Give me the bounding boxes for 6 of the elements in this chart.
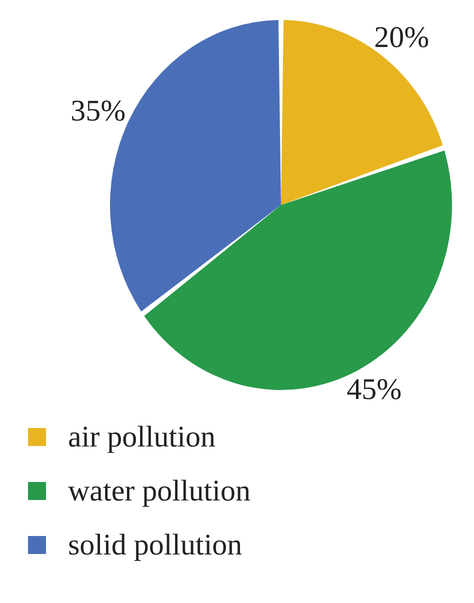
- legend-label: water pollution: [68, 474, 250, 508]
- legend-label: air pollution: [68, 420, 216, 454]
- data-label: 35%: [70, 94, 126, 128]
- legend-label: solid pollution: [68, 528, 242, 562]
- data-label: 45%: [346, 373, 402, 406]
- data-label: 20%: [374, 20, 430, 54]
